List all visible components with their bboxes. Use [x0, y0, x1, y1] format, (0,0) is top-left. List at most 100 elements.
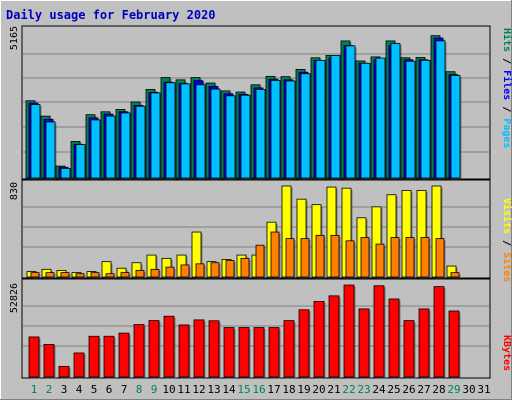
bar-kbytes-day-13 [208, 320, 220, 378]
day-label-11: 11 [177, 383, 190, 396]
bar-sites-day-10 [165, 266, 175, 278]
bar-kbytes-day-11 [178, 324, 190, 378]
panel-visits-sites: 830 Visits / Sites [9, 179, 512, 282]
bar-pages-day-7 [120, 112, 131, 179]
bar-pages-day-3 [60, 168, 71, 179]
bar-pages-day-27 [420, 59, 431, 179]
bar-pages-day-21 [330, 55, 341, 179]
bar-pages-day-9 [150, 92, 161, 179]
bar-kbytes-day-23 [358, 308, 370, 378]
bar-pages-day-15 [240, 94, 251, 179]
legend-separator: / [501, 58, 512, 70]
bar-sites-day-24 [375, 243, 385, 278]
panel-hits-files-pages: 5165 Hits / Files / Pages [9, 25, 512, 180]
panel-hits-files-pages-bars [25, 35, 462, 180]
bar-kbytes-day-25 [388, 298, 400, 378]
x-axis-day-labels: 1 2 3 4 5 6 7 8 9 10 11 12 13 14 15 16 17 18 19 20 21 22 23 24 2… [31, 383, 491, 396]
bar-pages-day-20 [315, 59, 326, 179]
day-label-22: 22 [342, 383, 355, 396]
bar-pages-day-16 [255, 89, 266, 179]
day-label-13: 13 [207, 383, 220, 396]
bar-sites-day-16 [255, 244, 265, 278]
bar-sites-day-8 [135, 270, 145, 278]
bar-pages-day-1 [30, 104, 41, 179]
bar-pages-day-5 [90, 119, 101, 179]
bar-sites-day-12 [195, 263, 205, 278]
bar-pages-day-23 [360, 62, 371, 179]
bar-kbytes-day-29 [448, 310, 460, 378]
day-label-1: 1 [31, 383, 38, 396]
legend-files: Files [501, 70, 512, 100]
bar-sites-day-17 [270, 231, 280, 278]
bar-pages-day-10 [165, 82, 176, 179]
bar-sites-day-22 [345, 240, 355, 278]
day-label-19: 19 [297, 383, 310, 396]
bar-sites-day-9 [150, 268, 160, 278]
bar-kbytes-day-19 [298, 309, 310, 378]
day-label-10: 10 [162, 383, 175, 396]
bar-pages-day-13 [210, 88, 221, 179]
day-label-4: 4 [76, 383, 83, 396]
day-label-2: 2 [46, 383, 53, 396]
day-label-23: 23 [357, 383, 370, 396]
bar-kbytes-day-12 [193, 319, 205, 378]
bar-sites-day-1 [30, 272, 40, 278]
day-label-3: 3 [61, 383, 68, 396]
bar-kbytes-day-9 [148, 320, 160, 378]
legend-separator: / [501, 106, 512, 118]
bar-sites-day-19 [300, 238, 310, 278]
bar-kbytes-day-16 [253, 327, 265, 378]
bar-kbytes-day-21 [328, 295, 340, 378]
bar-kbytes-day-5 [88, 335, 100, 378]
bar-sites-day-25 [390, 237, 400, 278]
bar-pages-day-26 [405, 60, 416, 179]
day-label-26: 26 [402, 383, 415, 396]
legend-text: Visits / Sites [501, 198, 512, 282]
bar-sites-day-5 [90, 272, 100, 278]
bar-sites-day-6 [105, 273, 115, 278]
bar-sites-day-7 [120, 272, 130, 278]
day-label-24: 24 [372, 383, 386, 396]
bar-sites-day-21 [330, 234, 340, 278]
bar-kbytes-day-26 [403, 320, 415, 378]
bar-pages-day-17 [270, 80, 281, 179]
day-label-20: 20 [312, 383, 325, 396]
bar-kbytes-day-27 [418, 308, 430, 378]
legend-hits-files-pages: Hits / Files / Pages [501, 28, 512, 148]
bar-sites-day-3 [60, 272, 70, 278]
bar-kbytes-day-18 [283, 320, 295, 378]
bar-pages-day-18 [285, 80, 296, 179]
bar-pages-day-8 [135, 105, 146, 179]
day-label-12: 12 [192, 383, 205, 396]
bar-pages-day-24 [375, 57, 386, 179]
day-label-6: 6 [106, 383, 113, 396]
day-label-21: 21 [327, 383, 340, 396]
bar-kbytes-day-8 [133, 324, 145, 378]
panel-kbytes: 52826 KBytes [9, 278, 512, 379]
bar-kbytes-day-4 [73, 352, 85, 378]
day-label-17: 17 [267, 383, 280, 396]
bar-sites-day-2 [45, 272, 55, 278]
bar-sites-day-14 [225, 260, 235, 278]
bar-pages-day-6 [105, 115, 116, 179]
visits-max-label: 830 [9, 182, 20, 200]
day-label-9: 9 [151, 383, 158, 396]
bar-pages-day-22 [345, 45, 356, 179]
legend-kbytes: KBytes [501, 335, 512, 371]
bar-kbytes-day-1 [28, 336, 40, 378]
bar-pages-day-12 [195, 84, 206, 179]
legend-hits: Hits [501, 28, 512, 52]
bar-pages-day-29 [450, 75, 461, 179]
day-label-16: 16 [252, 383, 265, 396]
legend-pages: Pages [501, 118, 512, 148]
bar-sites-day-28 [435, 238, 445, 278]
hits-max-label: 5165 [9, 26, 20, 50]
bar-pages-day-4 [75, 144, 86, 179]
bar-kbytes-day-10 [163, 315, 175, 378]
day-label-8: 8 [136, 383, 143, 396]
legend-text: Hits / Files / Pages [501, 28, 512, 148]
bar-sites-day-18 [285, 238, 295, 278]
bar-sites-day-29 [450, 272, 460, 278]
bar-sites-day-13 [210, 262, 220, 278]
